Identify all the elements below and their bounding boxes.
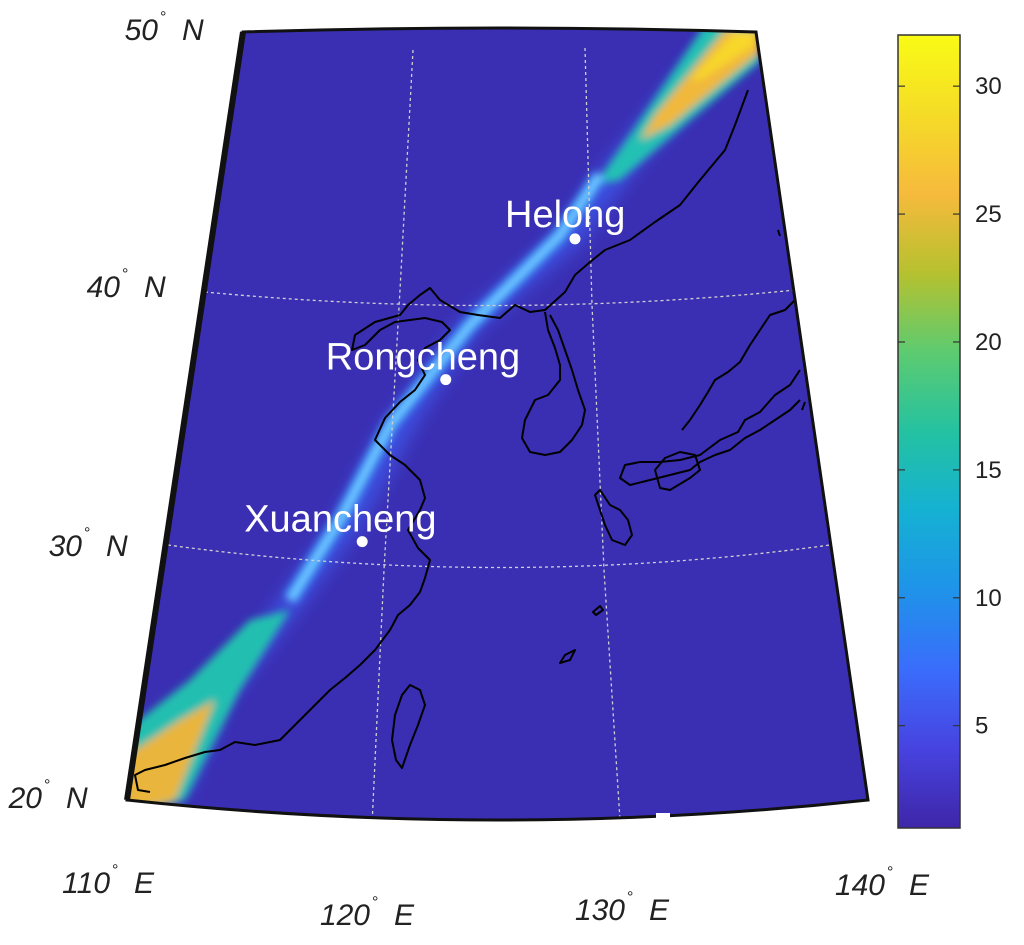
beam-cone-sw-inner: [127, 700, 215, 815]
lon-label-110: 110 ° E: [62, 862, 155, 900]
lat-label-40-degree: °: [122, 266, 128, 283]
parallel-40: [204, 289, 796, 307]
lon-label-110-degree: °: [112, 862, 118, 879]
lon-label-120-degree: °: [372, 894, 378, 911]
coastline-ryukyu: [559, 605, 604, 664]
lon-label-130: 130 ° E: [575, 889, 670, 927]
lon-label-130-value: 130: [575, 894, 625, 927]
lat-label-50-value: 50: [125, 14, 159, 47]
lon-label-130-degree: °: [627, 889, 633, 906]
coastline-korea: [521, 311, 586, 456]
colorbar-label-30: 30: [975, 73, 1002, 100]
colorbar-frame: [897, 34, 961, 829]
lat-label-20-hemisphere: N: [66, 782, 88, 815]
coastlines: [134, 89, 806, 793]
lat-label-30-value: 30: [49, 530, 83, 563]
lon-label-140-hemisphere: E: [909, 869, 930, 902]
coastline-japan-west: [681, 299, 796, 431]
lat-label-30-hemisphere: N: [106, 530, 128, 563]
lat-label-30-degree: °: [84, 525, 90, 542]
lat-label-30: 30 ° N: [49, 525, 128, 563]
lat-label-40-hemisphere: N: [144, 271, 166, 304]
lon-label-120-value: 120: [320, 899, 370, 932]
city-label-helong: Helong: [505, 194, 625, 236]
city-marker-xuancheng: [356, 536, 368, 548]
latitude-labels: 50 ° N40 ° N30 ° N20 ° N: [8, 9, 204, 815]
lon-label-120: 120 ° E: [320, 894, 415, 932]
lat-label-40-value: 40: [87, 271, 121, 304]
map-frame-west-edge: [124, 31, 246, 801]
lat-label-20-degree: °: [44, 777, 50, 794]
map-area: Helong Rongcheng Xuancheng: [127, 28, 868, 820]
colorbar-label-10: 10: [975, 585, 1002, 612]
map-frame: [125, 26, 870, 822]
lon-label-140: 140 ° E: [835, 864, 930, 902]
small-marker: [656, 813, 670, 818]
lat-label-50-hemisphere: N: [182, 14, 204, 47]
lon-label-120-hemisphere: E: [394, 899, 415, 932]
colorbar-label-15: 15: [975, 457, 1002, 484]
graticule: [167, 47, 831, 820]
lon-label-110-hemisphere: E: [134, 867, 155, 900]
city-label-rongcheng: Rongcheng: [326, 337, 520, 379]
lat-label-40: 40 ° N: [87, 266, 166, 304]
lat-label-50-degree: °: [160, 9, 166, 26]
beam-cone-ne-core: [690, 32, 755, 80]
coastline-taiwan: [391, 684, 426, 769]
coastline-shikoku: [654, 451, 701, 491]
city-marker-rongcheng: [440, 374, 452, 386]
map-background: [127, 28, 868, 820]
coastline-kyushu: [594, 489, 633, 546]
city-marker-helong: [569, 233, 581, 245]
coastline-mainland: [134, 89, 749, 793]
lon-label-110-value: 110: [62, 867, 110, 900]
lon-label-140-value: 140: [835, 869, 885, 902]
meridian-130: [584, 47, 621, 820]
cities-layer: Helong Rongcheng Xuancheng: [244, 194, 625, 548]
coastline-japan-north: [619, 369, 801, 486]
colorbar-label-25: 25: [975, 201, 1002, 228]
lat-label-20-value: 20: [8, 782, 43, 815]
city-label-xuancheng: Xuancheng: [244, 499, 436, 541]
coastline-misc: [777, 229, 806, 411]
meridian-120: [371, 49, 414, 820]
lat-label-50: 50 ° N: [125, 9, 204, 47]
colorbar: 5 10 15 20 25 30: [897, 34, 1002, 829]
parallel-30: [167, 544, 831, 569]
colorbar-label-5: 5: [975, 713, 988, 740]
colorbar-fill: [898, 35, 960, 828]
lat-label-20: 20 ° N: [8, 777, 88, 815]
colorbar-ticks: 5 10 15 20 25 30: [898, 73, 1002, 740]
colorbar-label-20: 20: [975, 329, 1002, 356]
lon-label-130-hemisphere: E: [649, 894, 670, 927]
lon-label-140-degree: °: [887, 864, 893, 881]
